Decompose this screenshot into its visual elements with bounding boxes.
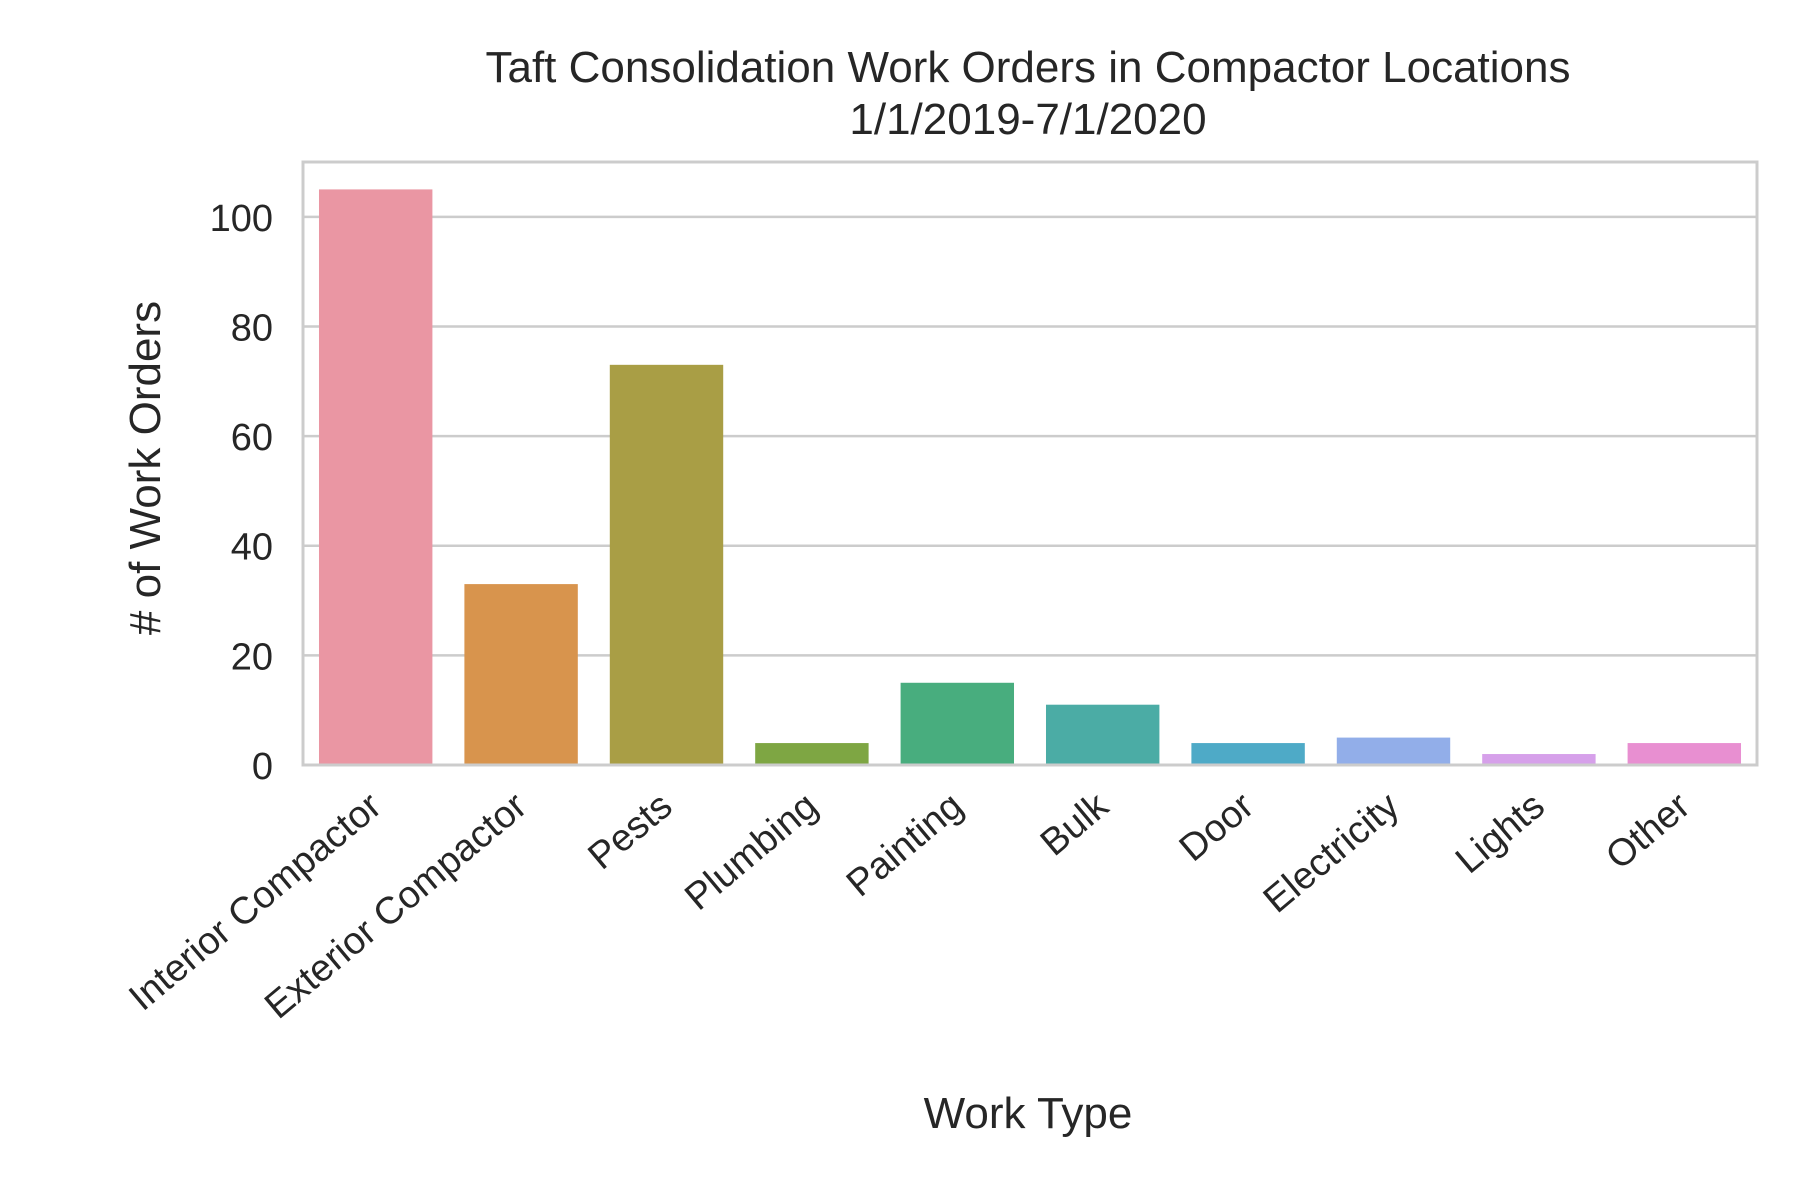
plot-frame: [301, 160, 1759, 767]
y-tick-label: 60: [231, 417, 273, 459]
bar: [1336, 737, 1451, 765]
bars: [318, 189, 1742, 766]
gridlines: [303, 215, 1757, 657]
chart-subtitle: 1/1/2019-7/1/2020: [849, 95, 1206, 144]
bar: [1045, 704, 1160, 765]
chart-title: Taft Consolidation Work Orders in Compac…: [485, 43, 1570, 92]
y-tick-label: 40: [231, 527, 273, 569]
y-tick-label: 100: [210, 198, 273, 240]
bar: [755, 743, 869, 765]
x-axis-label: Work Type: [924, 1089, 1133, 1138]
bar: [1482, 754, 1596, 765]
y-tick-labels: 0 20 40 60 80 100: [210, 198, 273, 788]
bar: [1627, 743, 1742, 765]
y-tick-label: 0: [252, 746, 273, 788]
y-tick-label: 20: [231, 636, 273, 678]
bar: [318, 189, 433, 766]
bar: [1191, 743, 1305, 765]
axes-frame: [301, 160, 1759, 767]
bar: [609, 364, 724, 765]
bar: [900, 682, 1015, 765]
y-tick-label: 80: [231, 307, 273, 349]
y-axis-label: # of Work Orders: [121, 301, 170, 635]
bar: [464, 584, 578, 765]
